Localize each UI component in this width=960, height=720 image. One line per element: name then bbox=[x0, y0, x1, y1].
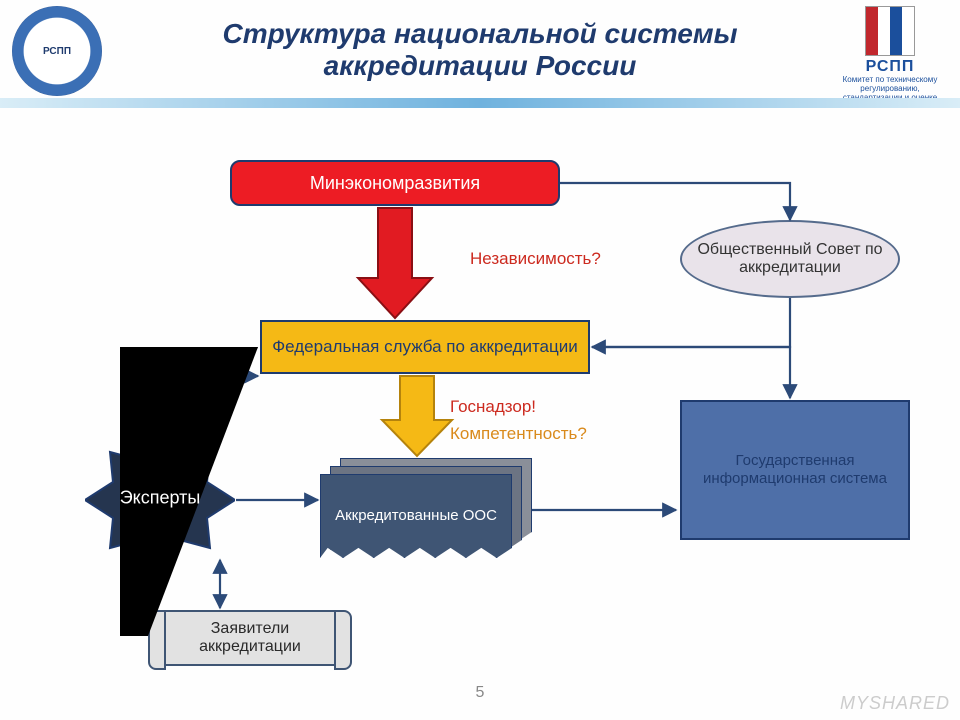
node-gis: Государственная информационная система bbox=[680, 400, 910, 540]
slide-title: Структура национальной системы аккредита… bbox=[180, 18, 780, 82]
arrow-experts-federal bbox=[205, 376, 258, 440]
arrow-ministry-council bbox=[560, 183, 790, 220]
annotation-independence: Независимость? bbox=[470, 250, 601, 269]
node-applicants: Заявители аккредитации bbox=[160, 610, 340, 666]
node-federal-service: Федеральная служба по аккредитации bbox=[260, 320, 590, 374]
node-experts: Эксперты bbox=[85, 440, 235, 560]
arrow-federal-accredited bbox=[382, 376, 452, 456]
logo-right: РСПП Комитет по техническому регулирован… bbox=[830, 6, 950, 111]
node-accredited-stack: Аккредитованные ООС bbox=[320, 458, 530, 558]
annotation-gosnadzor: Госнадзор! bbox=[450, 398, 536, 417]
logo-left: РСПП bbox=[12, 6, 102, 96]
page-number: 5 bbox=[476, 684, 485, 702]
arrow-federal-gis bbox=[592, 347, 790, 398]
slide: РСПП РСПП Комитет по техническому регули… bbox=[0, 0, 960, 720]
node-experts-label: Эксперты bbox=[120, 487, 201, 508]
watermark: MYSHARED bbox=[840, 693, 950, 714]
node-public-council: Общественный Совет по аккредитации bbox=[680, 220, 900, 298]
arrow-ministry-federal bbox=[358, 208, 432, 318]
arrow-council-federal bbox=[592, 298, 790, 347]
logo-left-label: РСПП bbox=[43, 46, 71, 57]
node-ministry: Минэкономразвития bbox=[230, 160, 560, 206]
header-divider bbox=[0, 98, 960, 108]
node-accredited: Аккредитованные ООС bbox=[320, 474, 512, 558]
annotation-competence: Компетентность? bbox=[450, 425, 587, 444]
logo-right-icon bbox=[865, 6, 915, 56]
logo-right-acronym: РСПП bbox=[830, 58, 950, 76]
